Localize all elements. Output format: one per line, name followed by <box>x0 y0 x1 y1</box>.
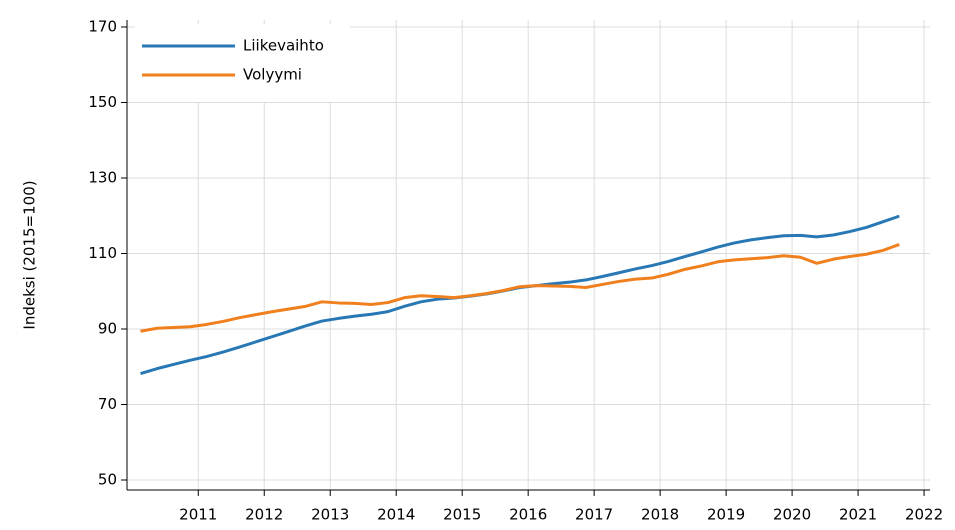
y-axis-label: Indeksi (2015=100) <box>21 180 39 329</box>
x-tick-label: 2011 <box>179 506 217 524</box>
series-line <box>140 243 900 333</box>
y-tick-label: 110 <box>88 244 117 262</box>
x-tick-label: 2022 <box>905 506 943 524</box>
y-tick-label: 130 <box>88 168 117 186</box>
x-tick-label: 2021 <box>839 506 877 524</box>
x-tick-label: 2016 <box>509 506 547 524</box>
x-tick-label: 2013 <box>311 506 349 524</box>
y-tick-label: 90 <box>98 319 117 337</box>
series-line <box>140 214 900 375</box>
y-tick-label: 50 <box>98 470 117 488</box>
x-tick-label: 2012 <box>245 506 283 524</box>
y-tick-label: 150 <box>88 93 117 111</box>
legend-label: Liikevaihto <box>243 37 324 55</box>
x-tick-label: 2018 <box>641 506 679 524</box>
legend-box <box>135 24 350 102</box>
x-tick-label: 2014 <box>377 506 415 524</box>
x-tick-label: 2019 <box>707 506 745 524</box>
y-tick-label: 170 <box>88 17 117 35</box>
y-tick-label: 70 <box>98 395 117 413</box>
legend-label: Volyymi <box>243 66 302 84</box>
x-tick-label: 2015 <box>443 506 481 524</box>
x-tick-label: 2020 <box>773 506 811 524</box>
x-tick-label: 2017 <box>575 506 613 524</box>
